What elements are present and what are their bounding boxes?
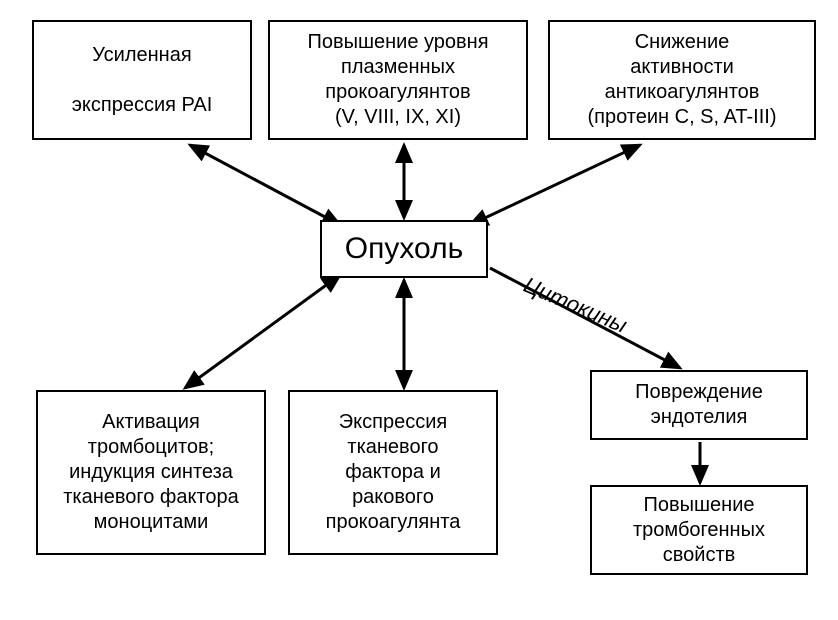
arrow-tumor-to-bot_left bbox=[185, 275, 340, 388]
node-procoag-label: Повышение уровняплазменныхпрокоагулянтов… bbox=[307, 30, 488, 130]
node-endothelium-label: Повреждениеэндотелия bbox=[635, 380, 763, 430]
edge-label-cytokines: Цитокины bbox=[520, 272, 631, 339]
node-pai-label: Усиленная экспрессия PAI bbox=[72, 43, 213, 118]
node-platelets: Активациятромбоцитов;индукция синтезатка… bbox=[36, 390, 266, 555]
node-procoag: Повышение уровняплазменныхпрокоагулянтов… bbox=[268, 20, 528, 140]
node-platelets-label: Активациятромбоцитов;индукция синтезатка… bbox=[63, 410, 239, 535]
edge-label-cytokines-text: Цитокины bbox=[520, 272, 631, 338]
arrow-tumor-to-top_left bbox=[190, 145, 340, 225]
center-node-tumor: Опухоль bbox=[320, 220, 488, 278]
arrow-tumor-to-top_right bbox=[470, 145, 640, 225]
center-label: Опухоль bbox=[345, 230, 463, 268]
node-thrombogenic-label: Повышениетромбогенныхсвойств bbox=[633, 493, 765, 568]
node-tissue-factor-label: Экспрессиятканевогофактора ираковогопрок… bbox=[326, 410, 461, 535]
node-endothelium: Повреждениеэндотелия bbox=[590, 370, 808, 440]
node-pai: Усиленная экспрессия PAI bbox=[32, 20, 252, 140]
node-tissue-factor: Экспрессиятканевогофактора ираковогопрок… bbox=[288, 390, 498, 555]
node-anticoag-label: Снижениеактивностиантикоагулянтов(протеи… bbox=[588, 30, 777, 130]
node-thrombogenic: Повышениетромбогенныхсвойств bbox=[590, 485, 808, 575]
node-anticoag: Снижениеактивностиантикоагулянтов(протеи… bbox=[548, 20, 816, 140]
